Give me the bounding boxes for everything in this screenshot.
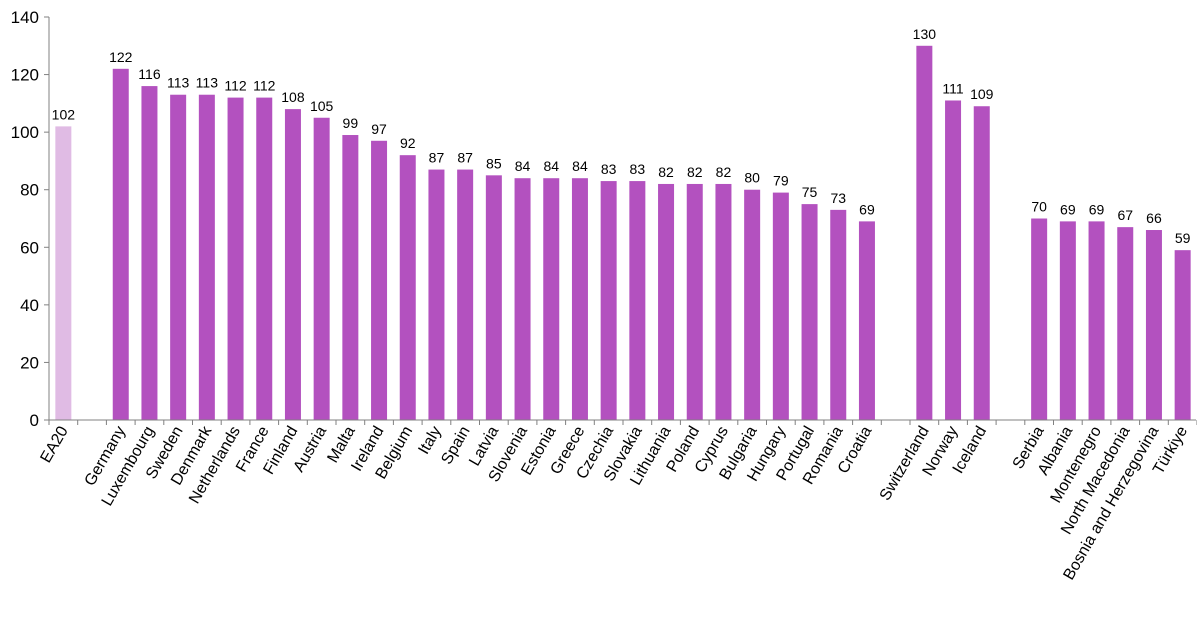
bar-estonia — [543, 178, 560, 420]
data-label: 108 — [281, 89, 305, 105]
data-label: 73 — [830, 190, 846, 206]
bar-ea20 — [55, 126, 72, 420]
bar-germany — [112, 68, 129, 421]
data-label: 69 — [859, 201, 875, 217]
bars — [55, 45, 1191, 421]
bar-norway — [945, 100, 962, 420]
data-label: 69 — [1089, 201, 1105, 217]
data-label: 79 — [773, 173, 789, 189]
data-label: 112 — [224, 78, 247, 94]
bar-serbia — [1031, 218, 1048, 420]
bar-spain — [457, 169, 474, 420]
data-label: 66 — [1146, 210, 1162, 226]
data-label: 102 — [52, 106, 76, 122]
bar-north-macedonia — [1117, 227, 1134, 420]
bar-lithuania — [658, 183, 675, 420]
data-label: 112 — [253, 78, 276, 94]
bar-bulgaria — [744, 189, 761, 420]
data-label: 69 — [1060, 201, 1076, 217]
y-tick-label: 60 — [20, 238, 39, 257]
data-label: 97 — [371, 121, 387, 137]
bar-portugal — [801, 204, 818, 420]
bar-malta — [342, 135, 359, 420]
data-label: 85 — [486, 155, 502, 171]
bar-switzerland — [916, 45, 933, 421]
data-label: 92 — [400, 135, 416, 151]
data-label: 82 — [687, 164, 703, 180]
x-axis: EA20 GermanyLuxembourgSwedenDenmarkNether… — [38, 419, 1197, 583]
bar-greece — [571, 178, 588, 420]
bar-france — [256, 97, 273, 420]
bar-bosnia-and-herzegovina — [1145, 230, 1162, 420]
data-labels: 102 122 116 113 113 112 112 108 105 99 97 92 87 87 85 8… — [52, 26, 1191, 246]
bar-t-rkiye — [1174, 250, 1191, 420]
data-label: 80 — [744, 170, 760, 186]
data-label: 82 — [658, 164, 674, 180]
bar-croatia — [858, 221, 875, 420]
bar-finland — [284, 109, 301, 420]
data-label: 99 — [343, 115, 359, 131]
data-label: 75 — [802, 184, 818, 200]
data-label: 122 — [109, 49, 133, 65]
bar-poland — [686, 183, 703, 420]
bar-cyprus — [715, 183, 732, 420]
data-label: 70 — [1031, 199, 1047, 215]
y-tick-label: 120 — [11, 66, 39, 85]
y-tick-label: 0 — [30, 411, 39, 430]
y-tick-label: 80 — [20, 181, 39, 200]
y-axis: 0 20 40 60 80 100 120 140 — [11, 8, 50, 430]
bar-netherlands — [227, 97, 244, 420]
x-tick-label: Italy — [416, 424, 445, 458]
data-label: 84 — [543, 158, 559, 174]
data-label: 82 — [716, 164, 732, 180]
bar-romania — [830, 209, 847, 420]
bar-slovenia — [514, 178, 531, 420]
data-label: 59 — [1175, 230, 1191, 246]
data-label: 113 — [196, 75, 219, 91]
y-tick-label: 40 — [20, 296, 39, 315]
data-label: 87 — [429, 150, 445, 166]
data-label: 84 — [515, 158, 531, 174]
data-label: 87 — [457, 150, 473, 166]
y-tick-label: 140 — [11, 8, 39, 27]
data-label: 84 — [572, 158, 588, 174]
bar-belgium — [399, 155, 416, 420]
data-label: 130 — [913, 26, 937, 42]
bar-iceland — [973, 106, 990, 420]
bar-hungary — [772, 192, 789, 420]
data-label: 83 — [630, 161, 646, 177]
bar-austria — [313, 117, 330, 420]
bar-denmark — [198, 94, 215, 420]
bar-luxembourg — [141, 86, 158, 420]
bar-montenegro — [1088, 221, 1105, 420]
bar-latvia — [485, 175, 502, 420]
x-tick-label: EA20 — [38, 423, 72, 465]
data-label: 116 — [138, 66, 161, 82]
bar-albania — [1059, 221, 1076, 420]
y-tick-label: 20 — [20, 353, 39, 372]
bar-slovakia — [629, 181, 646, 420]
data-label: 113 — [167, 75, 190, 91]
data-label: 105 — [310, 98, 334, 114]
bar-czechia — [600, 181, 617, 420]
data-label: 111 — [942, 80, 963, 96]
y-tick-label: 100 — [11, 123, 39, 142]
bar-ireland — [371, 140, 388, 420]
data-label: 83 — [601, 161, 617, 177]
data-label: 109 — [970, 86, 994, 102]
data-label: 67 — [1117, 207, 1133, 223]
bar-sweden — [170, 94, 187, 420]
bar-italy — [428, 169, 445, 420]
